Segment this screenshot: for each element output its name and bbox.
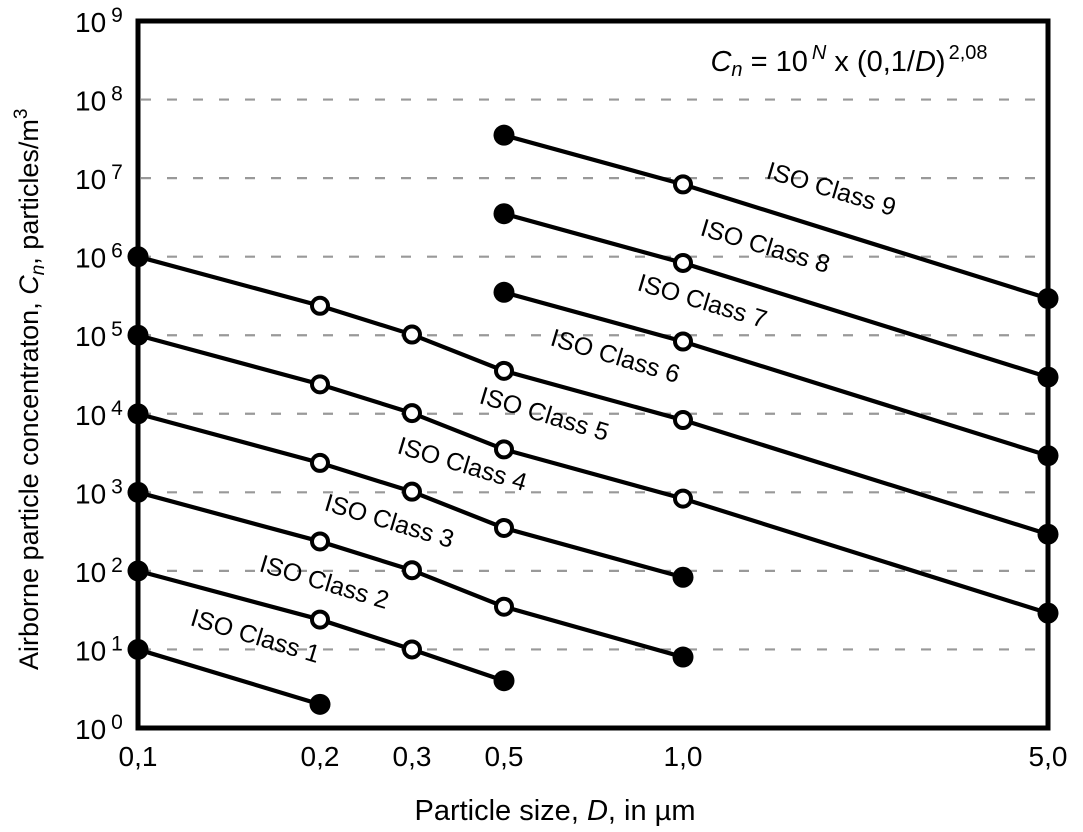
x-tick-0.1: 0,1 bbox=[119, 741, 158, 772]
point-iso-class-2-d0.5-filled bbox=[493, 670, 515, 692]
point-iso-class-3-d0.5-open bbox=[494, 596, 514, 617]
series-line-iso-class-6 bbox=[137, 254, 1049, 537]
point-iso-class-6-d0.1-filled bbox=[127, 246, 149, 268]
point-iso-class-3-d0.3-open bbox=[402, 560, 422, 581]
point-iso-class-1-d0.1-filled bbox=[127, 638, 149, 660]
point-iso-class-5-d0.5-open bbox=[494, 439, 514, 460]
y-tick-1e0: 10 0 bbox=[75, 711, 123, 745]
point-iso-class-6-d1-open bbox=[673, 410, 693, 431]
series-line-iso-class-1 bbox=[137, 647, 321, 707]
formula-annotation: Cn = 10 N x (0,1/D) 2,08 bbox=[710, 42, 987, 81]
x-tick-0.2: 0,2 bbox=[301, 741, 340, 772]
y-tick-1e9: 10 9 bbox=[75, 4, 123, 38]
point-iso-class-3-d0.2-open bbox=[310, 531, 330, 552]
y-tick-1e4: 10 4 bbox=[75, 397, 123, 431]
series-label-9: ISO Class 9 bbox=[763, 157, 899, 222]
plot-frame bbox=[135, 18, 1051, 731]
point-iso-class-6-d5-filled bbox=[1037, 523, 1059, 545]
y-tick-1e6: 10 6 bbox=[75, 240, 123, 274]
point-iso-class-3-d1-filled bbox=[672, 646, 694, 668]
point-iso-class-8-d1-open bbox=[673, 252, 693, 273]
point-iso-class-4-d0.2-open bbox=[310, 452, 330, 473]
point-iso-class-7-d1-open bbox=[673, 331, 693, 352]
point-iso-class-8-d5-filled bbox=[1037, 366, 1059, 388]
point-iso-class-3-d0.1-filled bbox=[127, 481, 149, 503]
point-iso-class-1-d0.2-filled bbox=[309, 693, 331, 715]
x-axis-title: Particle size, D, in µm bbox=[414, 795, 695, 827]
point-iso-class-2-d0.2-open bbox=[310, 609, 330, 630]
series-line-iso-class-5 bbox=[137, 333, 1049, 616]
y-axis-title: Airborne particle concentraton, Cn, part… bbox=[11, 109, 49, 670]
y-tick-1e7: 10 7 bbox=[75, 161, 123, 195]
point-iso-class-9-d5-filled bbox=[1037, 288, 1059, 310]
point-iso-class-7-d0.5-filled bbox=[493, 281, 515, 303]
point-iso-class-2-d0.1-filled bbox=[127, 560, 149, 582]
y-tick-1e2: 10 2 bbox=[75, 554, 123, 588]
series-label-6: ISO Class 6 bbox=[547, 324, 683, 389]
point-iso-class-6-d0.5-open bbox=[494, 360, 514, 381]
x-axis-tick-labels: 0,1 0,2 0,3 0,5 1,0 5,0 bbox=[119, 741, 1068, 772]
point-iso-class-8-d0.5-filled bbox=[493, 203, 515, 225]
series-label-7: ISO Class 7 bbox=[634, 269, 770, 334]
series-label-5: ISO Class 5 bbox=[476, 382, 612, 447]
point-iso-class-5-d5-filled bbox=[1037, 602, 1059, 624]
x-tick-0.3: 0,3 bbox=[393, 741, 432, 772]
point-iso-class-9-d0.5-filled bbox=[493, 124, 515, 146]
x-tick-1: 1,0 bbox=[664, 741, 703, 772]
y-tick-1e3: 10 3 bbox=[75, 475, 123, 509]
point-iso-class-4-d1-filled bbox=[672, 566, 694, 588]
point-iso-class-4-d0.5-open bbox=[494, 517, 514, 538]
x-tick-0.5: 0,5 bbox=[485, 741, 524, 772]
point-iso-class-7-d5-filled bbox=[1037, 445, 1059, 467]
x-tick-5: 5,0 bbox=[1029, 741, 1068, 772]
point-iso-class-4-d0.3-open bbox=[402, 481, 422, 502]
gridlines bbox=[141, 98, 1045, 651]
point-iso-class-5-d0.2-open bbox=[310, 374, 330, 395]
point-iso-class-5-d0.1-filled bbox=[127, 324, 149, 346]
series-markers bbox=[127, 124, 1059, 715]
series-line-iso-class-2 bbox=[137, 568, 505, 683]
point-iso-class-5-d1-open bbox=[673, 488, 693, 509]
point-iso-class-2-d0.3-open bbox=[402, 639, 422, 660]
y-tick-1e8: 10 8 bbox=[75, 83, 123, 117]
point-iso-class-6-d0.2-open bbox=[310, 295, 330, 316]
point-iso-class-9-d1-open bbox=[673, 174, 693, 195]
y-tick-1e1: 10 1 bbox=[75, 632, 123, 666]
y-tick-1e5: 10 5 bbox=[75, 318, 123, 352]
point-iso-class-4-d0.1-filled bbox=[127, 403, 149, 425]
series-label-3: ISO Class 3 bbox=[321, 489, 457, 554]
point-iso-class-6-d0.3-open bbox=[402, 324, 422, 345]
point-iso-class-5-d0.3-open bbox=[402, 403, 422, 424]
